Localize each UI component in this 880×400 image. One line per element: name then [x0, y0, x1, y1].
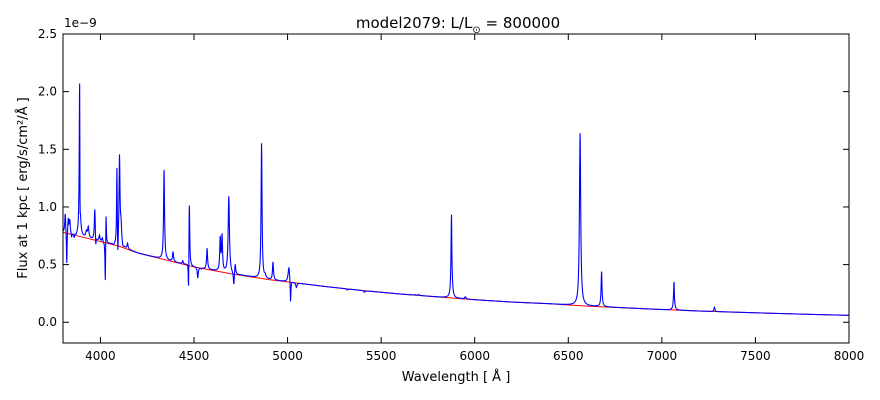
y-tick-label: 0.5 [38, 258, 57, 272]
chart-title: model2079: L/L⊙ = 800000 [356, 14, 560, 36]
x-axis-label: Wavelength [ Å ] [402, 369, 511, 385]
x-tick-label: 6500 [553, 349, 584, 363]
y-axis-label: Flux at 1 kpc [ erg/s/cm²/Å ] [15, 97, 31, 278]
x-tick-label: 4000 [85, 349, 116, 363]
y-tick-label: 1.0 [38, 200, 57, 214]
x-tick-label: 5500 [366, 349, 397, 363]
series-line-continuum [63, 231, 849, 316]
x-tick-label: 7000 [647, 349, 678, 363]
axis-ticks: 4000 4500 5000 5500 6000 6500 7000 7500 8000 0.0 0… [38, 27, 864, 363]
y-offset-label: 1e−9 [64, 16, 97, 30]
y-tick-label: 1.5 [38, 142, 57, 156]
plot-frame [62, 33, 850, 344]
x-tick-label: 6000 [459, 349, 490, 363]
y-tick-label: 2.0 [38, 85, 57, 99]
x-tick-label: 4500 [179, 349, 210, 363]
x-tick-label: 8000 [834, 349, 865, 363]
plot-area [62, 33, 850, 344]
x-tick-label: 7500 [740, 349, 771, 363]
x-tick-label: 5000 [272, 349, 303, 363]
series-line-spectrum [63, 83, 849, 316]
y-tick-label: 0.0 [38, 315, 57, 329]
y-tick-label: 2.5 [38, 27, 57, 41]
